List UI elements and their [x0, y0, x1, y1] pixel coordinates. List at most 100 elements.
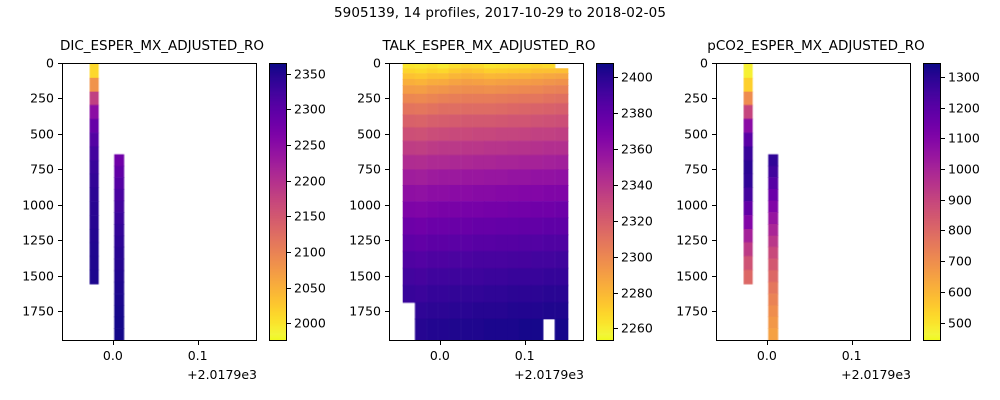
colorbar-tick: [287, 251, 291, 253]
x-tick-label: 0.0: [756, 348, 777, 363]
dic-panel-colorbar: [269, 63, 287, 341]
colorbar-tick: [941, 322, 945, 324]
colorbar-tick-label: 2320: [621, 213, 653, 229]
y-tick-label: 500: [684, 126, 708, 142]
y-tick-label: 1250: [676, 232, 708, 248]
y-tick: [385, 169, 389, 171]
y-tick-label: 1500: [676, 268, 708, 284]
colorbar-tick-label: 2300: [621, 249, 653, 265]
colorbar-tick: [287, 144, 291, 146]
colorbar-tick: [287, 216, 291, 218]
y-tick: [58, 275, 62, 277]
y-tick-label: 250: [357, 90, 381, 106]
y-tick-label: 250: [30, 90, 54, 106]
y-tick: [712, 311, 716, 313]
colorbar-tick-label: 2050: [294, 280, 326, 296]
x-tick: [766, 341, 768, 345]
talk-panel-pcolormesh: [390, 64, 583, 340]
colorbar-tick-label: 1300: [948, 69, 980, 85]
pco2-panel-colorbar: [923, 63, 941, 341]
y-tick-label: 500: [357, 126, 381, 142]
colorbar-tick: [614, 292, 618, 294]
colorbar-gradient: [924, 64, 940, 340]
colorbar-tick: [941, 230, 945, 232]
y-tick-label: 1500: [349, 268, 381, 284]
colorbar-gradient: [270, 64, 286, 340]
y-tick: [712, 98, 716, 100]
y-tick: [385, 98, 389, 100]
colorbar-tick-label: 1200: [948, 100, 980, 116]
colorbar-tick-label: 700: [948, 253, 972, 269]
colorbar-tick-label: 2260: [621, 320, 653, 336]
x-axis-offset-text: +2.0179e3: [514, 367, 584, 382]
x-tick-label: 0.1: [841, 348, 862, 363]
y-tick-label: 1750: [676, 303, 708, 319]
colorbar-tick: [614, 184, 618, 186]
colorbar-tick-label: 900: [948, 192, 972, 208]
y-tick-label: 500: [30, 126, 54, 142]
colorbar-tick-label: 2200: [294, 173, 326, 189]
colorbar-tick: [287, 180, 291, 182]
y-tick-label: 250: [684, 90, 708, 106]
y-tick: [385, 63, 389, 64]
colorbar-tick-label: 2360: [621, 141, 653, 157]
colorbar-tick-label: 2000: [294, 315, 326, 331]
x-tick-label: 0.1: [187, 348, 208, 363]
y-tick: [58, 204, 62, 206]
dic-panel: DIC_ESPER_MX_ADJUSTED_RO 0 250 500 750 1000 12…: [22, 0, 326, 400]
y-tick: [712, 275, 716, 277]
colorbar-tick: [287, 73, 291, 75]
y-tick: [712, 240, 716, 242]
x-tick: [439, 341, 441, 345]
talk-panel-title: TALK_ESPER_MX_ADJUSTED_RO: [382, 38, 596, 54]
x-tick-label: 0.0: [429, 348, 450, 363]
y-tick: [385, 240, 389, 242]
colorbar-tick: [941, 199, 945, 201]
colorbar-tick: [614, 113, 618, 115]
y-tick-label: 0: [46, 55, 54, 71]
y-tick-label: 1500: [22, 268, 54, 284]
dic-panel-pcolormesh: [63, 64, 256, 340]
colorbar-tick: [941, 261, 945, 263]
y-tick: [385, 275, 389, 277]
colorbar-tick-label: 2250: [294, 137, 326, 153]
y-tick-label: 1750: [22, 303, 54, 319]
y-tick: [712, 204, 716, 206]
x-tick-label: 0.1: [514, 348, 535, 363]
colorbar-tick: [941, 76, 945, 78]
colorbar-tick-label: 500: [948, 315, 972, 331]
y-tick: [58, 240, 62, 242]
y-tick-label: 0: [373, 55, 381, 71]
colorbar-tick: [287, 109, 291, 111]
colorbar-tick-label: 600: [948, 284, 972, 300]
x-tick: [197, 341, 199, 345]
x-tick-label: 0.0: [102, 348, 123, 363]
colorbar-tick-label: 800: [948, 222, 972, 238]
colorbar-tick: [941, 168, 945, 170]
y-tick-label: 1750: [349, 303, 381, 319]
y-tick-label: 1250: [349, 232, 381, 248]
colorbar-tick-label: 2400: [621, 69, 653, 85]
figure-suptitle: 5905139, 14 profiles, 2017-10-29 to 2018…: [333, 5, 667, 21]
pco2-panel-axes: [716, 63, 911, 341]
y-tick: [712, 133, 716, 135]
colorbar-tick: [614, 328, 618, 330]
colorbar-tick: [941, 107, 945, 109]
talk-panel: TALK_ESPER_MX_ADJUSTED_RO 0 250 500 750 1000 1…: [349, 0, 653, 400]
y-tick: [385, 311, 389, 313]
colorbar-tick-label: 2300: [294, 101, 326, 117]
pco2-panel-title: pCO2_ESPER_MX_ADJUSTED_RO: [707, 38, 925, 54]
colorbar-tick-label: 2280: [621, 285, 653, 301]
y-tick-label: 1000: [22, 197, 54, 213]
y-tick: [712, 63, 716, 64]
talk-panel-axes: [389, 63, 584, 341]
pco2-panel-pcolormesh: [717, 64, 910, 340]
y-tick-label: 750: [357, 161, 381, 177]
pco2-panel: pCO2_ESPER_MX_ADJUSTED_RO 0 250 500 750 1000 1…: [676, 0, 980, 400]
y-tick-label: 750: [684, 161, 708, 177]
colorbar-tick: [941, 291, 945, 293]
colorbar-tick-label: 1000: [948, 161, 980, 177]
y-tick-label: 750: [30, 161, 54, 177]
colorbar-tick: [614, 256, 618, 258]
colorbar-tick: [614, 149, 618, 151]
